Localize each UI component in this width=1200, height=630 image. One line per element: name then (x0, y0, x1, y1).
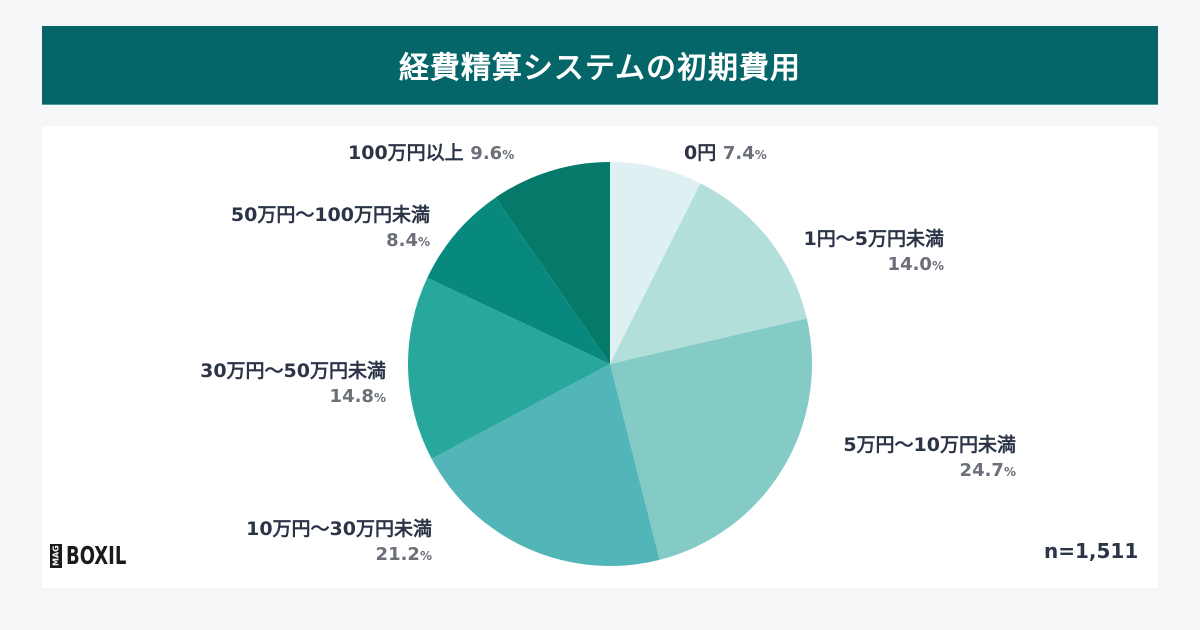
pie-slice-6 (495, 162, 610, 364)
sample-size: n=1,511 (1044, 539, 1139, 563)
chart-title: 経費精算システムの初期費用 (398, 51, 802, 86)
label-50k-100k: 5万円〜10万円未満 24.7% (843, 434, 1016, 481)
pie-slice-3 (431, 364, 660, 566)
pie-slice-2 (610, 318, 812, 560)
label-0yen: 0円 7.4% (684, 142, 767, 164)
label-100k-300k: 10万円〜30万円未満 21.2% (246, 518, 432, 565)
label-1yen-50k: 1円〜5万円未満 14.0% (803, 228, 944, 275)
pie-slice-0 (610, 162, 701, 364)
brand-name: BOXIL (66, 541, 127, 570)
boxil-logo: MAG BOXIL (50, 541, 141, 570)
pie-slice-4 (407, 277, 610, 459)
pie-slice-5 (427, 197, 610, 364)
chart-title-banner: 経費精算システムの初期費用 (42, 26, 1158, 105)
label-500k-1m: 50万円〜100万円未満 8.4% (230, 204, 430, 251)
label-1m-plus: 100万円以上 9.6% (348, 142, 515, 164)
mag-badge: MAG (50, 543, 62, 568)
label-300k-500k: 30万円〜50万円未満 14.8% (200, 360, 386, 407)
pie-slice-1 (610, 183, 807, 364)
pie-slices (407, 162, 812, 566)
